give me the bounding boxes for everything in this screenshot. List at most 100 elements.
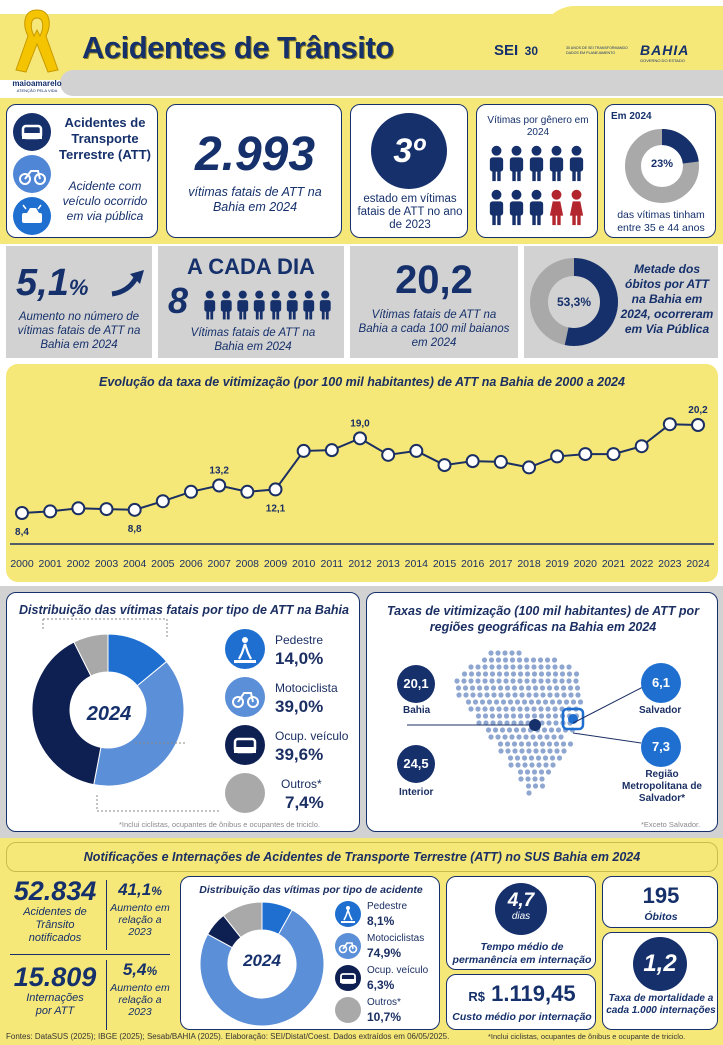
map-dot	[530, 657, 537, 663]
map-dot	[488, 657, 495, 663]
regions-leader-lines	[407, 686, 644, 744]
map-dot	[475, 706, 481, 712]
map-dot	[546, 720, 552, 726]
data-point	[353, 431, 367, 446]
map-dot	[509, 657, 516, 663]
rms-rate-label: Região Metropolitana de Salvador*	[621, 769, 702, 804]
map-dot	[552, 706, 558, 712]
map-dot	[537, 734, 543, 740]
map-dot	[475, 713, 482, 719]
x-tick-label: 2017	[489, 558, 513, 570]
data-point	[578, 447, 593, 462]
cost-currency: R$	[468, 989, 486, 1004]
map-dot	[495, 657, 502, 663]
data-point	[15, 506, 29, 520]
motorcycle-icon	[13, 155, 51, 193]
map-dot	[525, 685, 532, 691]
data-point	[296, 443, 311, 458]
map-dot	[575, 692, 581, 698]
map-dot	[500, 699, 507, 705]
legend-motorcycle-icon	[225, 677, 265, 717]
footer-note: *Inclui ciclistas, ocupantes de ônibus e…	[488, 1032, 686, 1041]
person-icon	[319, 290, 331, 320]
x-tick-label: 2003	[95, 558, 119, 570]
map-dot	[482, 671, 489, 677]
map-dot	[518, 741, 525, 747]
map-dot	[539, 783, 546, 789]
map-dot	[511, 720, 517, 726]
data-label: 8,4	[15, 527, 29, 538]
x-tick-label: 2013	[376, 558, 400, 570]
stay-card: 4,7 dias Tempo médio de permanência em i…	[446, 876, 596, 970]
map-dot	[493, 699, 500, 705]
regions-note: *Exceto Salvador.	[641, 820, 701, 829]
map-dot	[514, 699, 521, 705]
hosp-increase-unit: %	[146, 964, 158, 978]
interior-rate-circle: 24,5	[397, 745, 435, 783]
data-label: 8,8	[128, 524, 142, 535]
stay-number: 4,7	[507, 890, 535, 911]
data-label: 13,2	[209, 466, 229, 477]
map-dot	[481, 657, 488, 663]
legend-others-icon	[225, 773, 265, 813]
x-tick-label: 2001	[38, 558, 62, 570]
map-dot	[489, 671, 496, 677]
regions-card: Taxas de vitimização (100 mil habitantes…	[366, 592, 718, 832]
x-tick-label: 2007	[207, 558, 231, 570]
data-point	[127, 502, 142, 517]
map-dot	[496, 706, 502, 712]
map-dot	[573, 671, 580, 677]
map-dot	[506, 727, 513, 733]
donut-slice	[93, 660, 185, 787]
gender-people-icons	[489, 145, 584, 226]
map-dot	[465, 699, 472, 705]
x-tick-label: 2024	[686, 558, 710, 570]
map-dot	[551, 734, 557, 740]
donut-slice	[73, 633, 109, 677]
maio-amarelo-logo: maioamarelo ATENÇÃO PELA VIDA	[6, 6, 68, 93]
map-dot	[546, 741, 553, 747]
map-dot	[468, 671, 475, 677]
map-dot	[559, 678, 565, 684]
map-dot	[498, 748, 504, 754]
map-dot	[524, 678, 530, 684]
map-dot	[558, 734, 564, 740]
deaths-card: 195 Óbitos	[602, 876, 718, 928]
deaths-number: 195	[642, 883, 680, 908]
x-tick-label: 2023	[658, 558, 682, 570]
sus-title: Notificações e Internações de Acidentes …	[83, 850, 641, 864]
person-icon	[220, 290, 232, 320]
daily-description: Vítimas fatais de ATT na Bahia em 2024	[190, 327, 316, 353]
interior-rate-label: Interior	[399, 787, 434, 798]
data-point	[240, 484, 255, 499]
map-dot	[502, 650, 508, 656]
x-tick-label: 2002	[67, 558, 91, 570]
map-dot	[461, 671, 468, 677]
legend2-vehicle-value: 6,3%	[367, 978, 395, 992]
hosp-increase-label: Aumento em relação a 2023	[110, 982, 170, 1018]
map-dot	[483, 685, 490, 691]
map-dot	[497, 741, 504, 747]
map-dot	[475, 671, 482, 677]
salvador-rate-circle: 6,1	[641, 663, 681, 703]
map-dot	[497, 685, 504, 691]
rms-rate-circle: 7,3	[641, 727, 681, 767]
mortality-circle: 1,2	[633, 937, 687, 991]
map-dot	[456, 692, 462, 698]
map-dot	[488, 650, 494, 656]
x-tick-label: 2014	[405, 558, 429, 570]
map-dot	[488, 734, 494, 740]
data-label: 19,0	[350, 418, 370, 429]
bahia-dot-map	[454, 650, 585, 796]
donut-slice	[199, 909, 325, 1027]
map-dot	[566, 664, 572, 670]
map-dot	[503, 664, 509, 670]
map-dot	[524, 664, 530, 670]
road-donut	[530, 258, 618, 346]
data-point	[437, 458, 452, 473]
map-dot	[503, 671, 510, 677]
hosp-increase: 5,4%	[107, 960, 173, 980]
map-dot	[539, 776, 545, 782]
map-dot	[525, 741, 532, 747]
map-dot	[510, 713, 517, 719]
